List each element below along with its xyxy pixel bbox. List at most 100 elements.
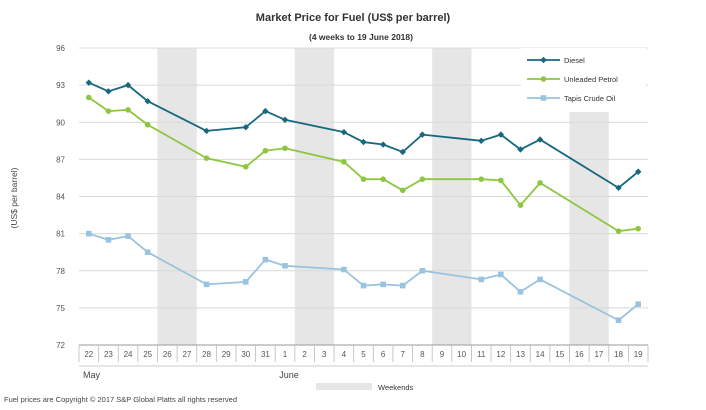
point-unleaded-petrol-31 [262,147,269,154]
x-tick-19: 10 [457,350,466,359]
x-tick-17: 8 [420,350,425,359]
y-tick-96: 96 [56,44,65,53]
month-label-june: June [279,370,299,380]
y-axis-label: (US$ per barrel) [9,167,19,228]
legend-marker-diesel [540,56,547,64]
point-diesel-31 [262,107,269,115]
point-diesel-5 [360,138,367,146]
point-tapis-crude-oil-12 [498,271,504,278]
chart-title: Market Price for Fuel (US$ per barrel) [256,12,451,24]
chart-subtitle: (4 weeks to 19 June 2018) [309,32,413,42]
point-tapis-crude-oil-22 [86,230,92,237]
point-diesel-25 [144,98,151,105]
point-tapis-crude-oil-31 [262,256,269,263]
point-unleaded-petrol-30 [242,164,249,170]
point-unleaded-petrol-7 [399,187,406,194]
x-tick-2: 24 [124,350,133,359]
x-tick-27: 18 [614,350,623,359]
x-tick-25: 16 [575,350,584,359]
point-diesel-13 [517,146,524,153]
point-diesel-8 [419,131,426,138]
x-tick-21: 12 [496,350,505,359]
point-tapis-crude-oil-23 [105,237,112,243]
point-diesel-6 [379,141,387,148]
legend-label-unleaded-petrol: Unleaded Petrol [564,75,618,84]
x-tick-3: 25 [143,350,152,359]
point-tapis-crude-oil-11 [478,276,485,283]
series-diesel [85,79,642,192]
x-tick-10: 1 [283,350,288,359]
point-tapis-crude-oil-14 [537,276,543,283]
legend-label-diesel: Diesel [564,56,585,65]
x-tick-20: 11 [477,350,486,359]
y-tick-90: 90 [56,118,65,127]
y-tick-78: 78 [56,267,65,276]
point-tapis-crude-oil-24 [125,233,131,239]
point-diesel-22 [85,79,93,86]
point-unleaded-petrol-5 [360,176,367,182]
point-unleaded-petrol-25 [144,121,151,128]
y-tick-75: 75 [56,304,65,313]
x-tick-6: 28 [202,350,211,359]
point-tapis-crude-oil-4 [341,266,347,273]
point-tapis-crude-oil-25 [144,249,151,255]
point-unleaded-petrol-8 [419,176,426,182]
point-diesel-1 [281,116,289,123]
x-tick-23: 14 [536,350,545,359]
x-tick-14: 5 [361,350,366,359]
legend-marker-tapis-crude-oil [540,95,547,101]
point-unleaded-petrol-28 [203,155,210,161]
point-diesel-4 [340,128,348,136]
point-tapis-crude-oil-8 [419,267,426,274]
x-tick-5: 27 [182,350,191,359]
point-diesel-12 [497,131,505,138]
x-tick-11: 2 [302,350,307,359]
x-tick-16: 7 [401,350,406,359]
x-tick-26: 17 [594,350,603,359]
y-tick-81: 81 [56,230,65,239]
weekends-legend-swatch [316,383,372,390]
point-unleaded-petrol-23 [105,108,112,114]
point-unleaded-petrol-18 [615,228,622,234]
point-unleaded-petrol-14 [537,180,543,186]
point-unleaded-petrol-6 [380,176,386,182]
month-label-may: May [83,370,101,380]
y-tick-84: 84 [56,193,65,202]
point-diesel-24 [124,81,132,89]
y-tick-87: 87 [56,155,65,164]
y-tick-93: 93 [56,81,65,90]
point-unleaded-petrol-13 [517,202,524,208]
point-tapis-crude-oil-18 [615,317,622,324]
point-unleaded-petrol-22 [86,94,92,101]
x-tick-18: 9 [440,350,445,359]
point-unleaded-petrol-1 [282,145,288,152]
copyright-footer: Fuel prices are Copyright © 2017 S&P Glo… [4,395,237,404]
point-tapis-crude-oil-5 [360,282,367,289]
legend-label-tapis-crude-oil: Tapis Crude Oil [564,94,616,103]
point-tapis-crude-oil-1 [282,263,288,269]
x-tick-28: 19 [634,350,643,359]
legend: Diesel Unleaded Petrol Tapis Crude Oil [521,48,646,112]
weekends-legend-label: Weekends [378,383,414,392]
point-unleaded-petrol-4 [341,159,347,165]
point-unleaded-petrol-12 [498,177,504,184]
point-unleaded-petrol-24 [125,107,131,113]
point-tapis-crude-oil-7 [399,282,406,289]
point-tapis-crude-oil-30 [242,279,249,285]
legend-marker-unleaded-petrol [540,76,547,82]
point-tapis-crude-oil-28 [203,281,210,288]
x-tick-7: 29 [222,350,231,359]
point-tapis-crude-oil-19 [635,301,641,307]
point-diesel-11 [478,137,485,145]
y-tick-72: 72 [56,341,65,350]
x-tick-4: 26 [163,350,172,359]
series-unleaded-petrol [86,94,641,234]
series-layer [85,79,642,324]
point-unleaded-petrol-11 [478,176,485,182]
x-tick-8: 30 [241,350,250,359]
point-diesel-14 [536,136,544,143]
point-unleaded-petrol-19 [635,225,641,232]
series-tapis-crude-oil [86,230,641,324]
